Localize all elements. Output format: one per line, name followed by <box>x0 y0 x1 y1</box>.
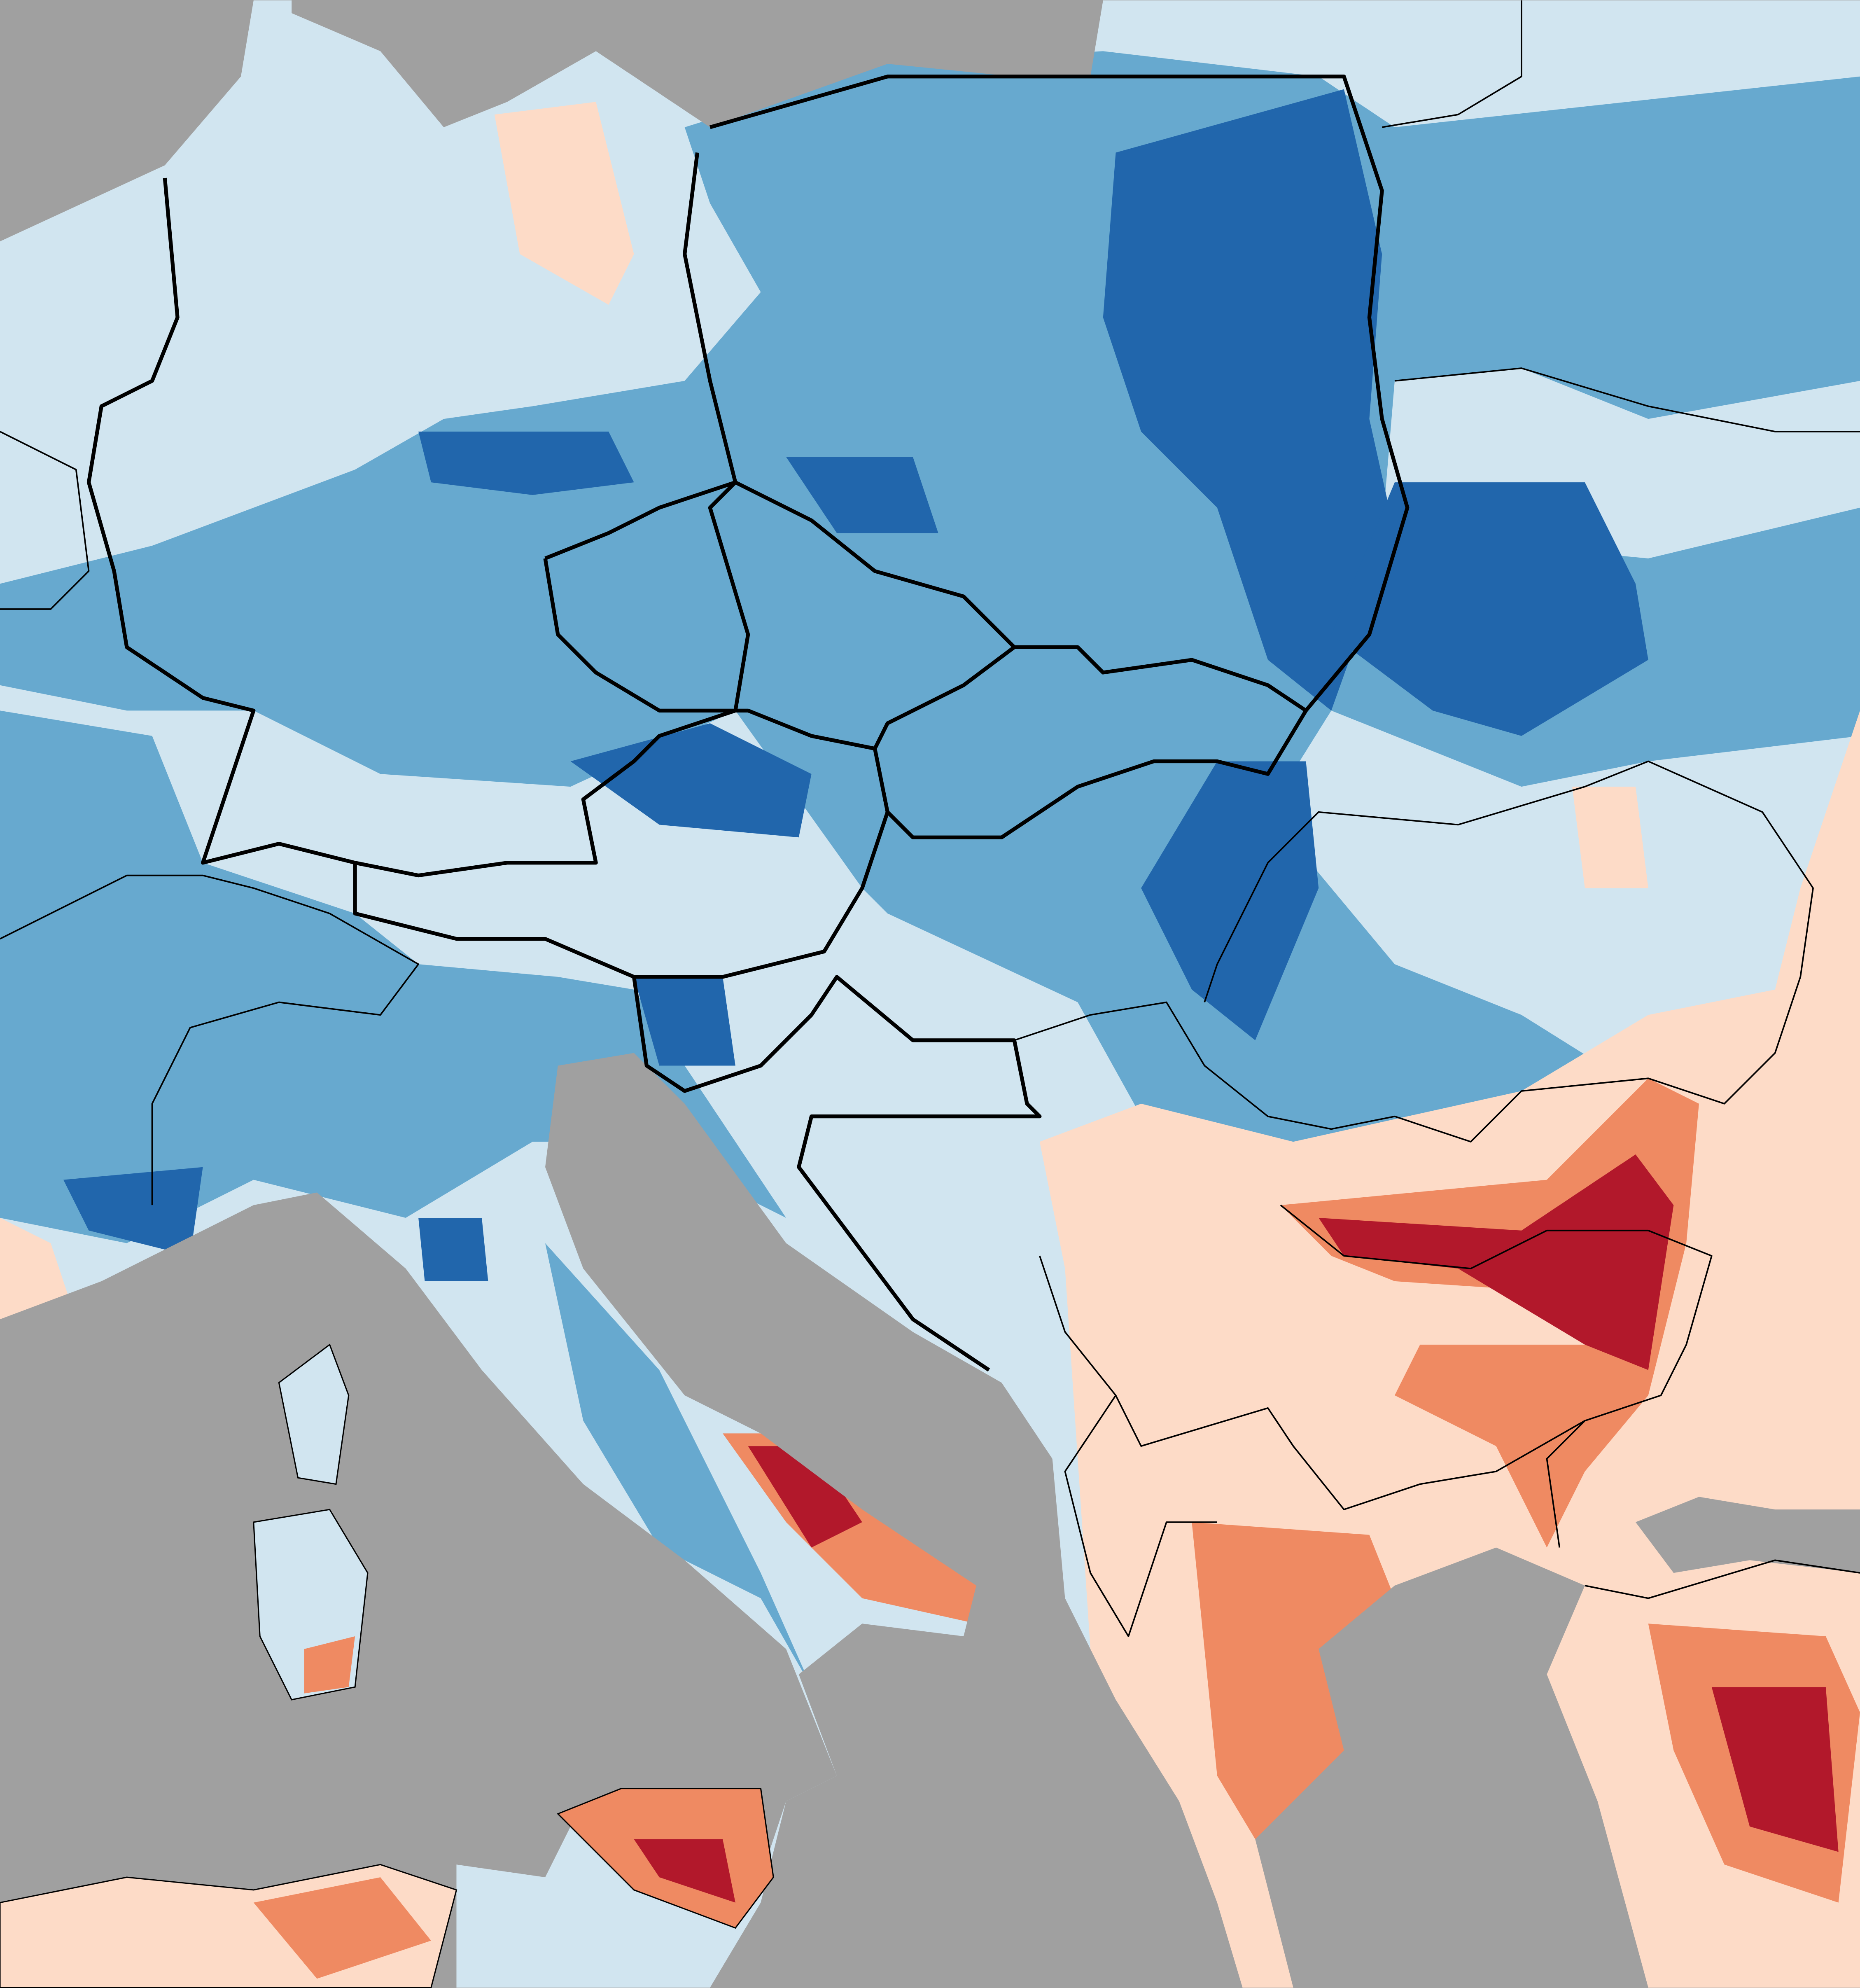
region <box>63 1167 203 1256</box>
border <box>0 431 90 610</box>
border <box>632 975 1042 1372</box>
region <box>1141 761 1319 1040</box>
region <box>545 1243 812 1687</box>
africa-warm <box>253 1877 431 1979</box>
region <box>570 723 812 838</box>
warm-anomaly <box>0 102 1860 1988</box>
border <box>543 558 1016 751</box>
adriatic-sea <box>545 1053 1243 1988</box>
border <box>1039 1255 1585 1510</box>
region <box>634 976 735 1066</box>
region <box>0 51 1860 1193</box>
region <box>418 1217 488 1281</box>
border <box>1382 0 1522 128</box>
borders <box>0 0 1860 1637</box>
sardinia-warm <box>304 1636 355 1694</box>
border <box>886 709 1308 839</box>
border <box>86 152 750 878</box>
region <box>1331 482 1648 736</box>
region <box>1319 1154 1674 1370</box>
region <box>786 457 938 533</box>
border <box>353 748 889 979</box>
region <box>494 102 634 305</box>
marmara-sea <box>1636 1497 1860 1573</box>
border <box>1014 760 1814 1143</box>
border <box>1064 1395 1217 1637</box>
corsica <box>278 1343 350 1485</box>
border <box>1394 367 1860 432</box>
region <box>1711 1687 1839 1852</box>
region <box>1572 787 1648 888</box>
baltic-sea <box>292 0 1103 127</box>
strong-anomaly <box>63 89 1648 1281</box>
aegean-sea <box>1255 1547 1648 1988</box>
region <box>418 431 634 495</box>
region <box>1103 89 1395 711</box>
border <box>0 874 419 1205</box>
north-sea <box>0 0 254 242</box>
islands <box>0 1343 774 1988</box>
region <box>748 1446 862 1548</box>
border <box>544 75 1410 713</box>
sicily-hot <box>634 1839 735 1903</box>
border <box>1280 1204 1713 1548</box>
region <box>0 1217 76 1320</box>
border <box>1585 1559 1860 1599</box>
